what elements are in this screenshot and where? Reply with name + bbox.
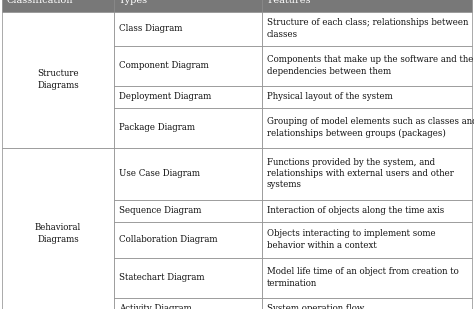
Bar [2, 11, 114, 147]
Bar [114, 86, 262, 108]
Text: Deployment Diagram: Deployment Diagram [119, 92, 211, 101]
Text: Types: Types [119, 0, 148, 5]
Bar [262, 147, 472, 200]
Bar [114, 147, 262, 200]
Text: Behavioral
Diagrams: Behavioral Diagrams [35, 223, 81, 243]
Text: Components that make up the software and the
dependencies between them: Components that make up the software and… [267, 55, 474, 75]
Text: Interaction of objects along the time axis: Interaction of objects along the time ax… [267, 206, 444, 215]
Text: Class Diagram: Class Diagram [119, 24, 182, 33]
Bar [114, 11, 262, 45]
Text: Component Diagram: Component Diagram [119, 61, 209, 70]
Text: Model life time of an object from creation to
termination: Model life time of an object from creati… [267, 268, 459, 288]
Bar [114, 108, 262, 147]
Bar [262, 45, 472, 86]
Bar [2, 0, 114, 11]
Bar [262, 257, 472, 298]
Bar [262, 108, 472, 147]
Bar [262, 11, 472, 45]
Text: Use Case Diagram: Use Case Diagram [119, 169, 200, 178]
Text: Classification: Classification [7, 0, 73, 5]
Text: Collaboration Diagram: Collaboration Diagram [119, 235, 218, 244]
Text: Statechart Diagram: Statechart Diagram [119, 273, 204, 282]
Text: Activity Diagram: Activity Diagram [119, 304, 192, 309]
Text: Structure of each class; relationships between
classes: Structure of each class; relationships b… [267, 19, 468, 39]
Bar [114, 298, 262, 309]
Bar [114, 222, 262, 257]
Bar [2, 147, 114, 309]
Bar [114, 0, 262, 11]
Bar [262, 86, 472, 108]
Bar [262, 0, 472, 11]
Text: Sequence Diagram: Sequence Diagram [119, 206, 201, 215]
Bar [262, 298, 472, 309]
Bar [114, 257, 262, 298]
Text: System operation flow: System operation flow [267, 304, 364, 309]
Bar [262, 200, 472, 222]
Bar [262, 222, 472, 257]
Bar [114, 200, 262, 222]
Text: Functions provided by the system, and
relationships with external users and othe: Functions provided by the system, and re… [267, 158, 454, 189]
Bar [114, 45, 262, 86]
Text: Package Diagram: Package Diagram [119, 123, 195, 132]
Text: Features: Features [267, 0, 310, 5]
Text: Objects interacting to implement some
behavior within a context: Objects interacting to implement some be… [267, 230, 436, 250]
Text: Physical layout of the system: Physical layout of the system [267, 92, 393, 101]
Text: Grouping of model elements such as classes and
relationships between groups (pac: Grouping of model elements such as class… [267, 117, 474, 138]
Text: Structure
Diagrams: Structure Diagrams [37, 70, 79, 90]
